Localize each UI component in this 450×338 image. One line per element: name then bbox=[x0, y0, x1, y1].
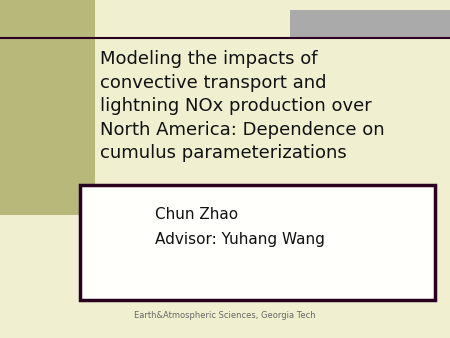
Text: Chun Zhao
Advisor: Yuhang Wang: Chun Zhao Advisor: Yuhang Wang bbox=[155, 207, 325, 247]
Bar bbox=[0, 0, 95, 215]
Bar bbox=[80, 185, 435, 300]
Bar bbox=[290, 10, 450, 38]
Text: Earth&Atmospheric Sciences, Georgia Tech: Earth&Atmospheric Sciences, Georgia Tech bbox=[134, 311, 316, 320]
Text: Modeling the impacts of
convective transport and
lightning NOx production over
N: Modeling the impacts of convective trans… bbox=[100, 50, 385, 162]
